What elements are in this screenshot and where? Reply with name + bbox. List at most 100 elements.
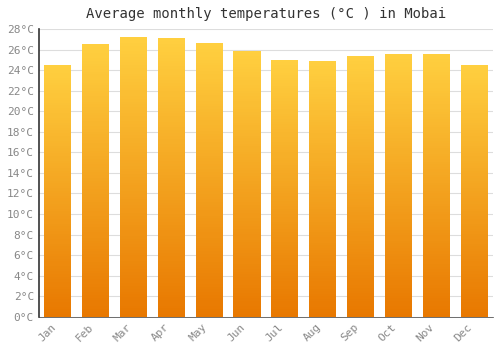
Bar [234,181,260,184]
Bar [271,80,298,83]
Bar [158,289,185,292]
Bar [44,211,72,213]
Bar [309,212,336,215]
Bar [347,61,374,64]
Bar [120,191,147,194]
Bar [422,306,450,309]
Bar [158,267,185,270]
Bar [44,289,72,292]
Bar [44,168,72,171]
Bar [120,278,147,280]
Bar [120,239,147,241]
Bar [422,228,450,230]
Bar [44,194,72,196]
Bar [82,202,109,205]
Bar [309,202,336,204]
Bar [196,194,223,197]
Bar [44,297,72,299]
Bar [158,250,185,253]
Bar [120,180,147,183]
Bar [158,236,185,239]
Bar [234,101,260,104]
Bar [234,176,260,178]
Bar [120,46,147,48]
Bar [196,114,223,117]
Bar [309,184,336,186]
Bar [82,249,109,251]
Bar [234,154,260,157]
Bar [120,169,147,172]
Bar [234,192,260,194]
Bar [309,301,336,304]
Bar [460,206,488,209]
Bar [44,105,72,108]
Bar [44,261,72,264]
Bar [460,150,488,153]
Bar [234,88,260,91]
Bar [271,271,298,273]
Bar [309,66,336,69]
Bar [44,249,72,251]
Bar [385,235,412,238]
Bar [309,156,336,158]
Bar [460,100,488,103]
Bar [234,99,260,101]
Bar [271,117,298,119]
Bar [309,263,336,266]
Bar [309,143,336,145]
Bar [271,168,298,170]
Bar [158,41,185,44]
Bar [196,60,223,63]
Bar [82,189,109,191]
Bar [120,272,147,275]
Bar [234,168,260,170]
Bar [347,186,374,189]
Bar [44,163,72,166]
Bar [196,82,223,84]
Bar [234,125,260,128]
Bar [460,161,488,163]
Bar [460,198,488,201]
Bar [120,186,147,188]
Bar [271,158,298,160]
Bar [309,296,336,299]
Bar [234,133,260,136]
Bar [460,85,488,88]
Bar [271,178,298,181]
Bar [309,284,336,286]
Bar [120,121,147,124]
Bar [234,218,260,221]
Bar [347,64,374,66]
Bar [82,99,109,102]
Bar [347,262,374,265]
Bar [44,274,72,276]
Bar [120,177,147,180]
Bar [271,288,298,291]
Bar [82,314,109,317]
Bar [120,211,147,214]
Bar [44,241,72,244]
Bar [234,72,260,75]
Bar [44,108,72,110]
Bar [44,307,72,309]
Bar [385,209,412,211]
Bar [120,230,147,233]
Bar [460,312,488,314]
Bar [422,211,450,214]
Bar [271,75,298,78]
Bar [271,204,298,206]
Bar [271,119,298,121]
Bar [309,217,336,219]
Bar [82,295,109,298]
Bar [422,59,450,62]
Bar [196,298,223,300]
Bar [422,254,450,256]
Bar [385,222,412,225]
Bar [347,103,374,105]
Bar [82,129,109,132]
Bar [44,206,72,209]
Bar [422,198,450,201]
Bar [196,139,223,142]
Bar [347,132,374,134]
Bar [422,141,450,143]
